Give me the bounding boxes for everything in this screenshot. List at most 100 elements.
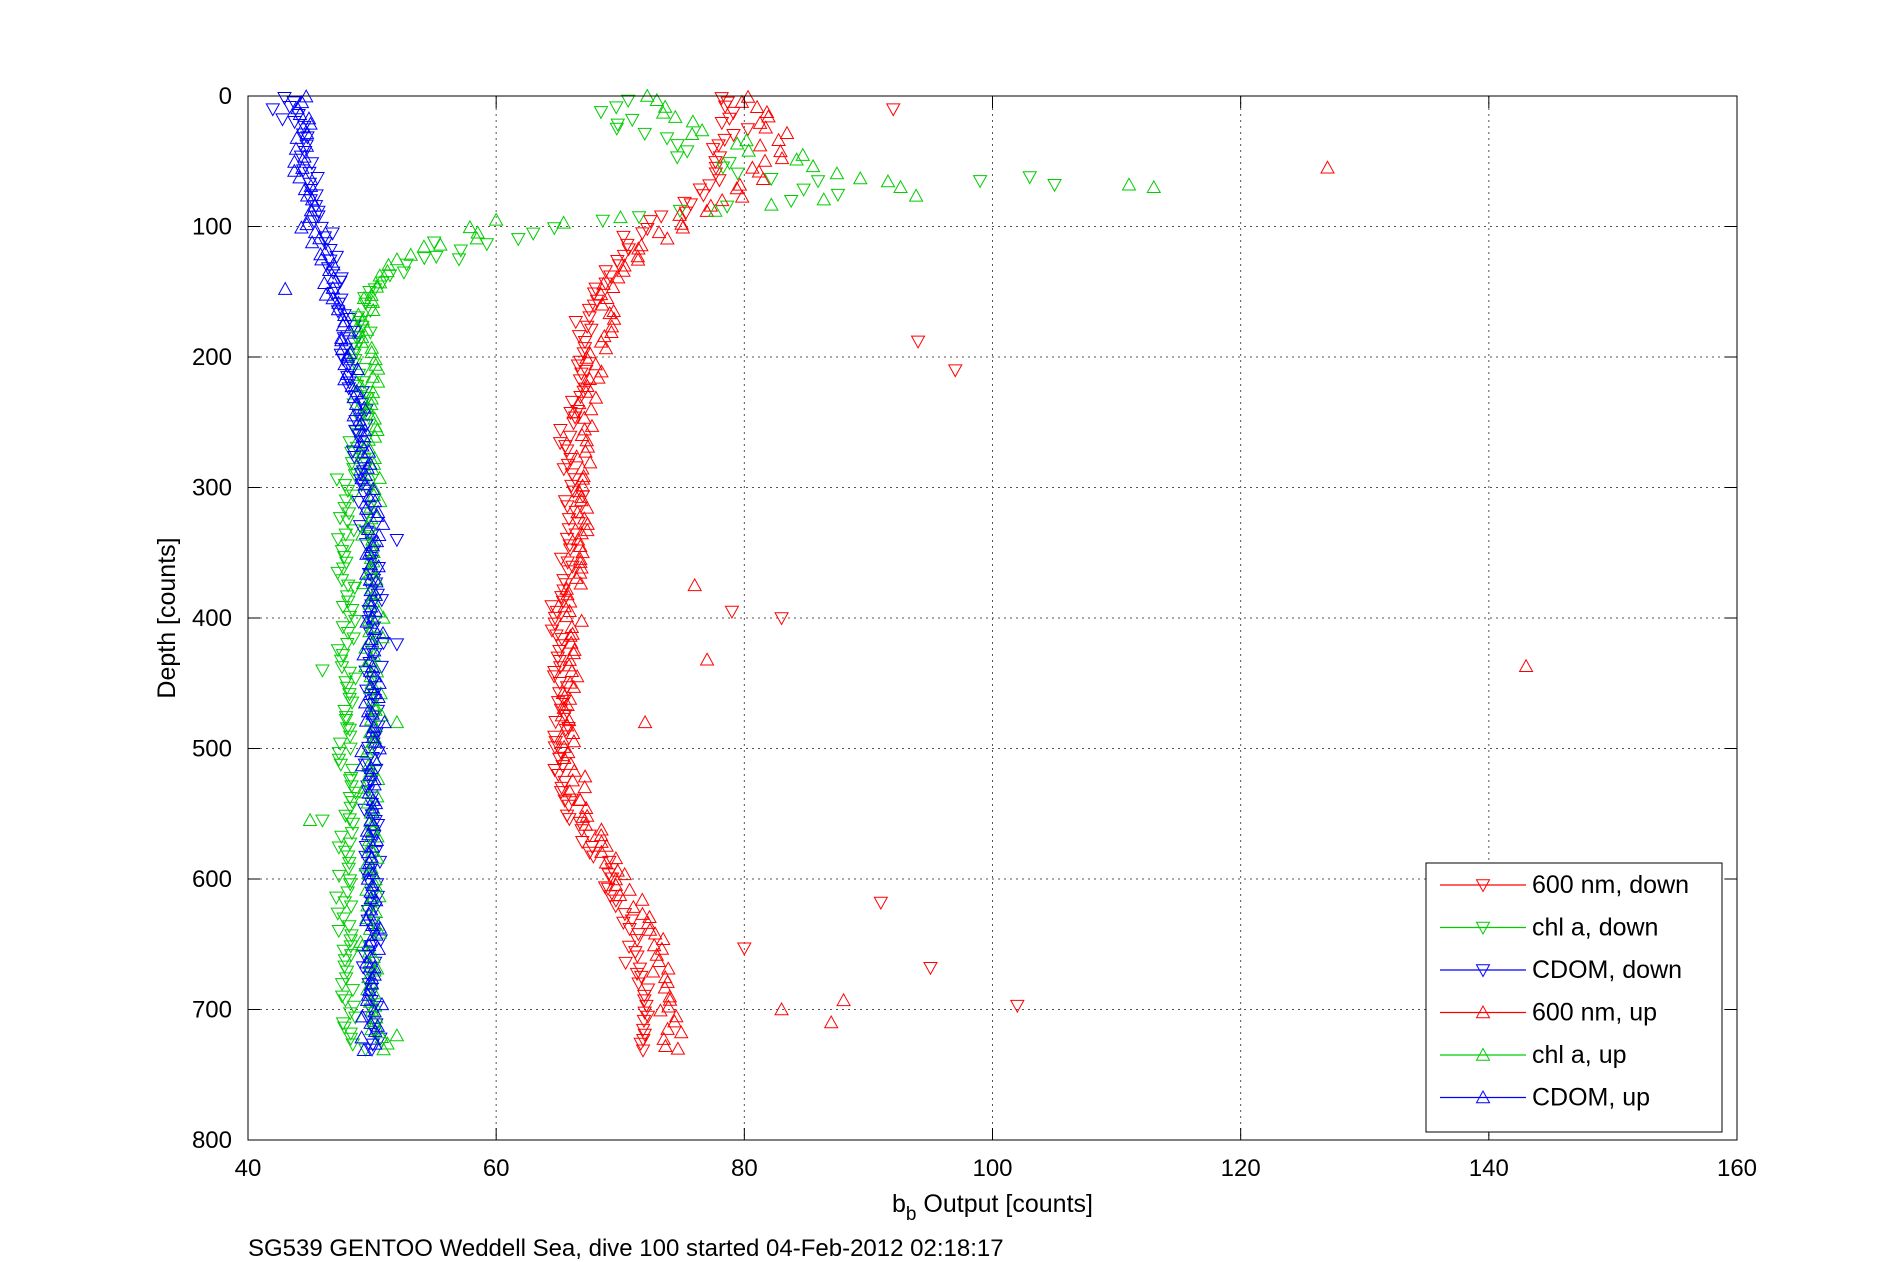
outlier-point [699,652,715,666]
data-point [559,444,575,458]
data-point [672,204,688,219]
data-point [314,221,329,236]
y-tick-label: 200 [192,344,232,371]
data-point [369,508,385,522]
data-point [359,955,374,969]
x-tick-label: 40 [235,1155,262,1182]
data-point [336,912,352,926]
data-point [367,771,382,786]
legend-item: chl a, up [1440,1041,1627,1069]
data-point [572,538,588,553]
data-point [304,157,320,171]
data-point [642,215,658,229]
data-point [351,307,366,321]
data-point [337,896,353,910]
data-point [557,495,573,509]
data-point [368,351,383,366]
data-point [275,113,290,127]
data-point [739,133,754,147]
data-point [334,330,349,344]
data-point [908,188,924,202]
data-point [334,830,349,844]
data-point [510,233,526,247]
data-point [562,543,578,557]
data-point [583,402,599,416]
data-point [375,625,391,640]
data-point [570,505,585,519]
data-point [829,166,845,180]
data-point [295,128,311,142]
data-point [344,603,360,618]
data-point [354,334,369,348]
data-point [708,167,724,181]
data-point [598,265,614,279]
data-point [574,367,589,381]
data-point [608,872,624,886]
data-point [375,516,391,530]
data-point [816,192,832,206]
data-point [365,843,380,857]
data-point [294,94,310,109]
data-point [369,279,385,293]
y-tick-label: 500 [192,736,232,763]
data-point [342,688,357,702]
data-point [344,827,360,841]
data-point [657,99,673,113]
data-point [343,949,359,963]
data-point [598,341,614,355]
data-point [359,992,375,1006]
data-point [667,109,683,123]
data-point [346,408,362,422]
data-point [367,411,383,425]
data-point [345,1038,361,1052]
data-point [558,723,574,738]
data-point [551,752,567,766]
data-point [577,779,593,794]
data-point [564,395,580,410]
data-point [651,953,667,968]
data-point [593,106,609,120]
outlier-point [774,1001,789,1016]
data-point [658,1038,673,1052]
legend-label: chl a, down [1532,914,1658,942]
data-point [344,446,359,461]
data-point [758,120,774,134]
data-point [576,347,592,361]
data-point [341,920,357,934]
data-point [367,493,383,508]
data-point [351,368,367,382]
outlier-point [488,212,504,226]
legend-marker [1475,879,1491,893]
data-point [631,211,647,225]
legend-marker [1475,964,1491,978]
data-point [340,850,356,864]
data-point [325,257,341,271]
data-point [551,768,566,783]
data-point [363,326,378,340]
data-point [705,143,721,157]
data-point [595,214,611,228]
data-point [299,188,315,202]
data-point [732,177,748,191]
data-point [365,706,381,720]
data-point [699,203,715,217]
data-point [810,175,826,189]
data-point [751,164,767,178]
data-point [469,231,485,245]
data-point [783,194,799,209]
outlier-point [910,335,926,349]
data-point [340,579,356,593]
data-point [566,734,582,748]
y-tick-label: 300 [192,475,232,502]
data-point [573,493,589,507]
data-point [361,545,377,559]
data-point [702,179,717,193]
data-point [343,900,359,914]
data-point [561,813,577,827]
data-point [335,318,351,332]
data-point [655,105,671,119]
data-point [365,800,380,814]
data-point [616,263,631,277]
series-cdom-up [277,89,392,1056]
data-point [364,836,380,850]
